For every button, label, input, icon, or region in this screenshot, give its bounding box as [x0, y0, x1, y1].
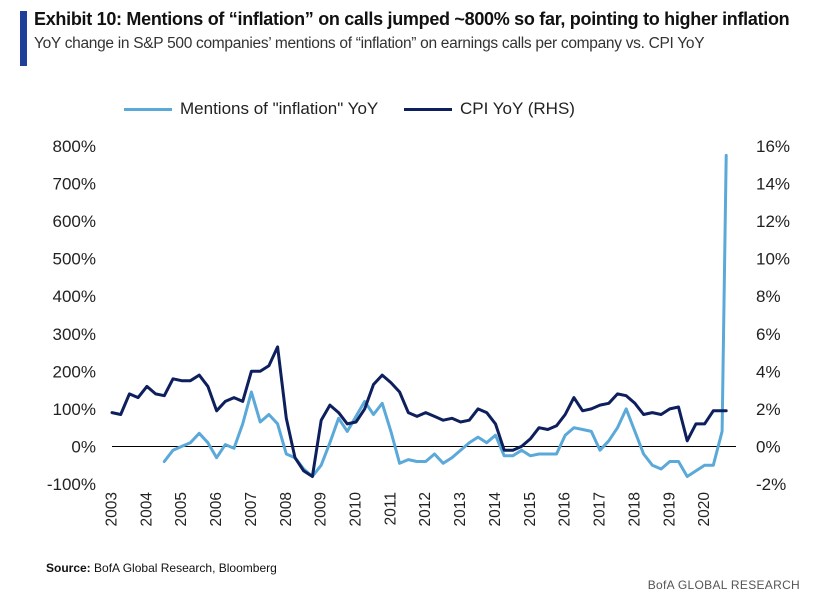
y-right-tick-label: -2% [756, 475, 786, 494]
x-tick-label: 2015 [522, 492, 539, 526]
chart-subtitle: YoY change in S&P 500 companies’ mention… [34, 35, 705, 52]
chart-title: Exhibit 10: Mentions of “inflation” on c… [34, 9, 790, 29]
x-tick-label: 2019 [661, 492, 678, 526]
source-note: Source: BofA Global Research, Bloomberg [46, 561, 277, 575]
x-tick-label: 2012 [417, 492, 434, 526]
y-left-tick-label: 800% [53, 137, 96, 156]
y-left-tick-label: 200% [53, 362, 96, 381]
source-label: Source: [46, 561, 91, 575]
x-tick-label: 2004 [138, 492, 155, 527]
y-right-tick-label: 10% [756, 250, 790, 269]
y-right-tick-label: 2% [756, 400, 781, 419]
y-left-tick-label: 700% [53, 175, 96, 194]
x-tick-label: 2020 [696, 492, 713, 527]
legend: Mentions of "inflation" YoY CPI YoY (RHS… [0, 94, 814, 124]
y-left-tick-label: 300% [53, 325, 96, 344]
series-line-cpi [110, 345, 728, 478]
y-left-tick-label: 600% [53, 212, 96, 231]
y-right-tick-label: 8% [756, 287, 781, 306]
legend-swatch-mentions [124, 107, 172, 111]
x-tick-label: 2010 [348, 492, 365, 527]
y-right-tick-label: 16% [756, 137, 790, 156]
x-tick-label: 2003 [104, 492, 121, 526]
legend-swatch-cpi [404, 107, 452, 111]
y-right-tick-label: 0% [756, 437, 781, 456]
x-tick-label: 2005 [173, 492, 190, 526]
x-tick-label: 2017 [592, 492, 609, 526]
y-left-tick-label: 500% [53, 250, 96, 269]
y-left-tick-label: 100% [53, 400, 96, 419]
y-right-tick-label: 12% [756, 212, 790, 231]
y-right-tick-label: 4% [756, 362, 781, 381]
x-tick-label: 2006 [208, 492, 225, 526]
x-tick-label: 2011 [382, 492, 399, 525]
title-accent-bar [20, 11, 27, 66]
y-left-tick-label: -100% [47, 475, 96, 494]
source-text: BofA Global Research, Bloomberg [94, 561, 277, 575]
x-tick-label: 2014 [487, 492, 504, 527]
legend-item-mentions: Mentions of "inflation" YoY [124, 94, 378, 124]
brand-footer: BofA GLOBAL RESEARCH [647, 578, 800, 592]
legend-label-cpi: CPI YoY (RHS) [460, 99, 575, 118]
y-left-tick-label: 0% [71, 437, 96, 456]
x-tick-label: 2007 [243, 492, 260, 526]
legend-label-mentions: Mentions of "inflation" YoY [180, 99, 379, 118]
x-tick-label: 2016 [557, 492, 574, 526]
y-left-tick-label: 400% [53, 287, 96, 306]
x-tick-label: 2018 [626, 492, 643, 526]
y-right-tick-label: 6% [756, 325, 781, 344]
legend-item-cpi: CPI YoY (RHS) [404, 94, 575, 124]
x-tick-label: 2009 [313, 492, 330, 526]
y-right-tick-label: 14% [756, 175, 790, 194]
series-line-mentions [162, 153, 728, 478]
x-tick-label: 2013 [452, 492, 469, 526]
x-tick-label: 2008 [278, 492, 295, 526]
